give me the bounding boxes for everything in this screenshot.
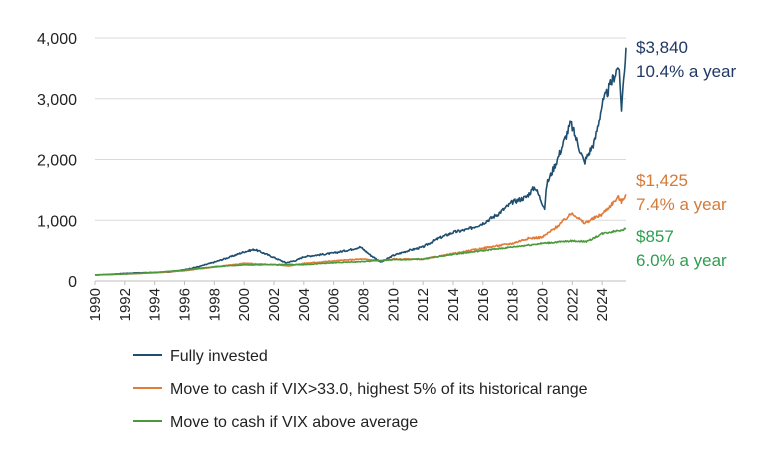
legend-label: Fully invested (170, 348, 268, 365)
end-rate-label: 10.4% a year (636, 62, 737, 81)
end-value-label: $857 (636, 227, 674, 246)
y-tick-label: 4,000 (37, 31, 77, 48)
x-tick-label: 2018 (505, 288, 522, 321)
x-tick-label: 2004 (296, 288, 313, 321)
legend: Fully invested Move to cash if VIX>33.0, … (133, 348, 588, 431)
series-lines (94, 47, 627, 276)
x-tick-label: 2012 (415, 288, 432, 321)
series-line-3 (94, 227, 627, 276)
x-tick-label: 2024 (594, 288, 611, 321)
legend-label: Move to cash if VIX>33.0, highest 5% of … (170, 381, 588, 398)
x-tick-label: 1996 (176, 288, 193, 321)
y-tick-label: 1,000 (37, 213, 77, 230)
x-tick-label: 2022 (564, 288, 581, 321)
x-tick-label: 2016 (475, 288, 492, 321)
y-tick-label: 0 (68, 274, 77, 291)
x-tick-label: 2010 (385, 288, 402, 321)
x-tick-label: 2014 (445, 288, 462, 321)
gridlines (95, 37, 626, 282)
series-line-1 (94, 47, 627, 276)
end-value-label: $1,425 (636, 171, 688, 190)
x-tick-label: 1992 (117, 288, 134, 321)
series-line-2 (94, 194, 627, 276)
end-labels: $3,840 10.4% a year $1,425 7.4% a year $857 6… (636, 38, 737, 270)
y-tick-label: 3,000 (37, 92, 77, 109)
end-rate-label: 6.0% a year (636, 251, 727, 270)
x-tick-label: 1994 (147, 288, 164, 321)
x-tick-label: 2020 (534, 288, 551, 321)
x-tick-label: 2000 (236, 288, 253, 321)
end-rate-label: 7.4% a year (636, 195, 727, 214)
x-tick-label: 2002 (266, 288, 283, 321)
x-tick-label: 2008 (355, 288, 372, 321)
end-value-label: $3,840 (636, 38, 688, 57)
legend-label: Move to cash if VIX above average (170, 414, 418, 431)
x-tick-label: 1990 (87, 288, 104, 321)
x-tick-label: 1998 (206, 288, 223, 321)
x-tick-label: 2006 (326, 288, 343, 321)
axes: 0 1,000 2,000 3,000 4,000 1990 1992 1994 1996 199… (37, 31, 611, 321)
y-tick-label: 2,000 (37, 153, 77, 170)
